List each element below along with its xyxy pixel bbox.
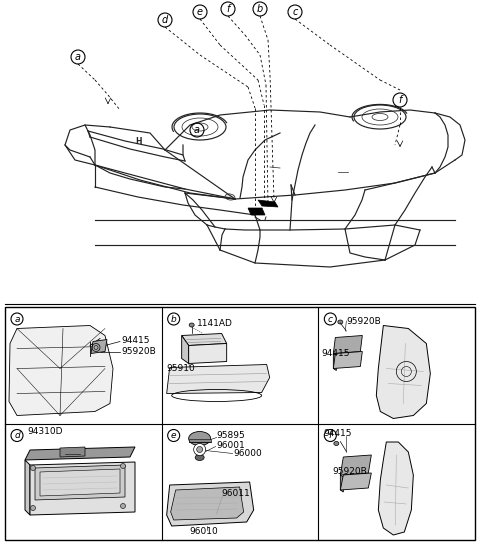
Bar [5,307,475,540]
Polygon shape [171,487,244,520]
Circle shape [31,506,36,511]
Ellipse shape [189,432,211,445]
Polygon shape [30,462,135,515]
Circle shape [197,446,203,452]
Polygon shape [35,465,125,500]
Polygon shape [40,469,120,496]
Ellipse shape [338,320,343,324]
Polygon shape [333,354,336,371]
Circle shape [31,465,36,470]
Polygon shape [189,343,227,364]
Text: 96010: 96010 [190,528,218,536]
Polygon shape [340,473,372,490]
Text: a: a [75,52,81,62]
Circle shape [120,463,125,469]
Polygon shape [9,325,113,415]
Text: f: f [329,431,332,440]
Text: a: a [194,125,200,135]
Polygon shape [167,482,253,526]
Text: 1141AD: 1141AD [197,318,232,328]
Polygon shape [376,325,431,419]
Polygon shape [248,208,265,215]
Text: 95920B: 95920B [121,347,156,356]
Text: e: e [171,431,177,440]
Text: 96011: 96011 [222,489,251,499]
Polygon shape [181,336,189,364]
Text: H: H [135,137,141,147]
Text: e: e [197,7,203,17]
Polygon shape [340,475,343,492]
Polygon shape [181,334,227,346]
Text: c: c [292,7,298,17]
Text: 96001: 96001 [216,441,245,450]
Circle shape [120,504,125,508]
Text: a: a [14,314,20,324]
Polygon shape [25,447,135,460]
Polygon shape [258,200,278,207]
Ellipse shape [334,441,339,445]
Polygon shape [189,439,211,441]
Text: 95910: 95910 [167,364,195,373]
Text: b: b [257,4,263,14]
Circle shape [193,444,205,456]
Text: d: d [162,15,168,25]
Text: 95920B: 95920B [332,468,367,476]
Text: b: b [171,314,177,324]
Text: d: d [14,431,20,440]
Polygon shape [333,336,362,354]
Text: f: f [398,95,402,105]
Polygon shape [378,442,413,535]
Ellipse shape [189,323,194,327]
Polygon shape [333,352,362,368]
Text: 94415: 94415 [121,336,149,345]
Text: c: c [328,314,333,324]
Ellipse shape [195,455,204,461]
Text: 95920B: 95920B [347,317,381,325]
Text: 94415: 94415 [321,349,350,358]
Text: f: f [226,4,230,14]
Polygon shape [25,460,30,515]
Polygon shape [340,455,372,475]
Text: 95895: 95895 [216,431,245,440]
Text: 94310D: 94310D [27,427,62,436]
Text: 96000: 96000 [234,449,263,458]
Text: 94415: 94415 [324,429,352,438]
Polygon shape [167,365,270,393]
Ellipse shape [225,194,235,200]
Polygon shape [60,447,85,457]
Polygon shape [91,340,107,354]
